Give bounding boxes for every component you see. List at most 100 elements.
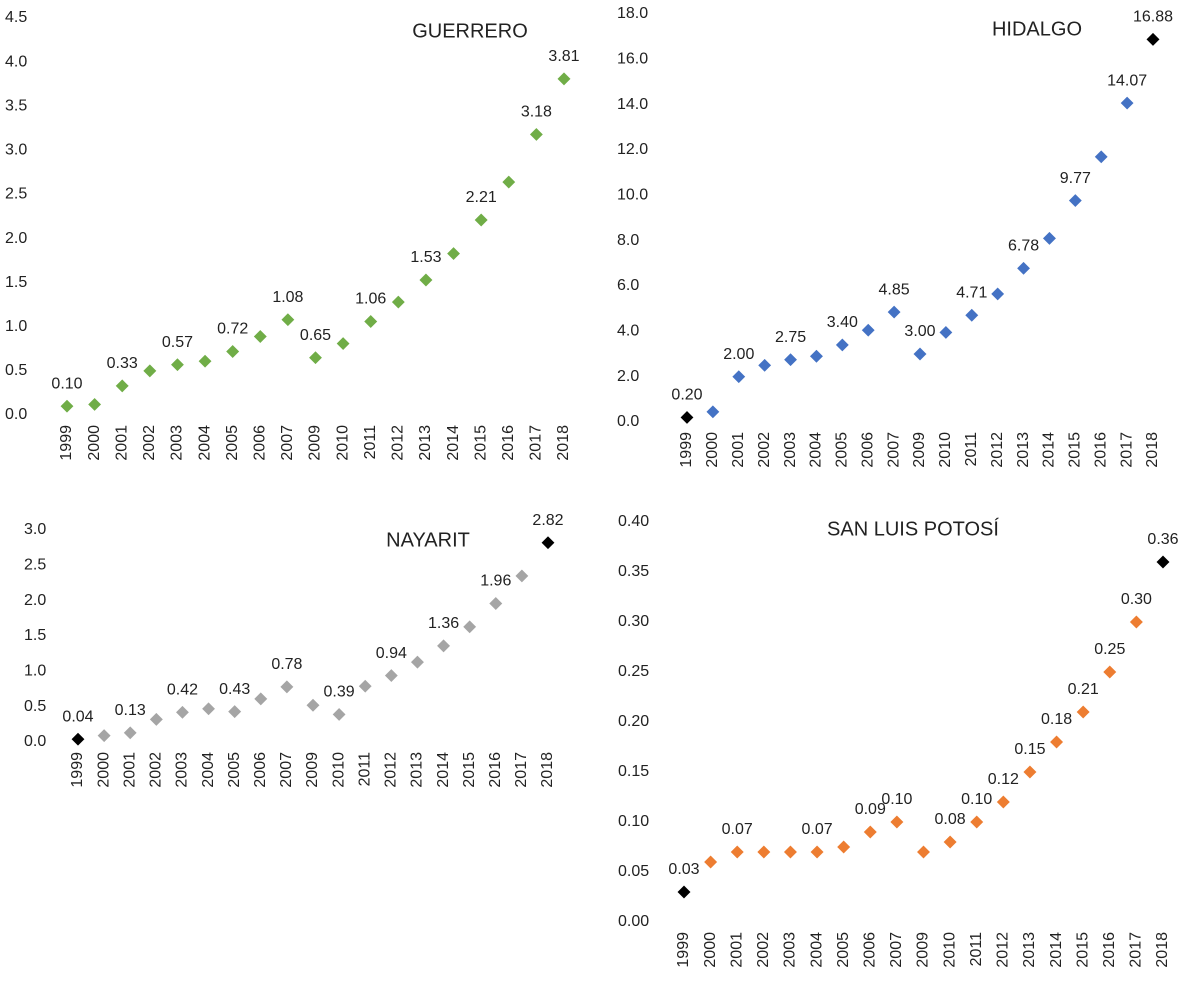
- y-tick-label: 16.0: [617, 51, 648, 68]
- chart-title: NAYARIT: [386, 529, 470, 551]
- data-label: 0.72: [217, 321, 248, 338]
- marker: [383, 668, 399, 684]
- y-tick-label: 0.00: [618, 913, 649, 930]
- x-tick-label: 2018: [539, 752, 556, 788]
- data-label: 4.71: [956, 284, 987, 301]
- x-tick-label: 2000: [702, 932, 719, 968]
- x-tick-label: 2007: [888, 932, 905, 968]
- x-tick-label: 2014: [435, 752, 452, 788]
- marker: [679, 409, 695, 426]
- marker: [915, 844, 932, 860]
- data-label: 2.00: [723, 346, 754, 363]
- x-tick-label: 2005: [224, 425, 241, 461]
- x-tick-label: 2002: [148, 752, 165, 788]
- x-tick-label: 2017: [1128, 932, 1145, 968]
- data-label: 0.10: [881, 791, 912, 808]
- x-tick-label: 2000: [704, 432, 721, 468]
- marker: [331, 706, 347, 723]
- y-tick-label: 0.0: [5, 406, 27, 423]
- data-label: 0.12: [988, 771, 1019, 788]
- marker: [462, 619, 478, 635]
- marker: [995, 794, 1011, 810]
- y-tick-label: 18.0: [617, 5, 648, 22]
- x-tick-label: 2010: [941, 932, 958, 968]
- data-label: 3.00: [904, 323, 935, 340]
- x-tick-label: 2014: [1048, 932, 1065, 968]
- x-tick-label: 2012: [383, 752, 400, 788]
- y-tick-label: 1.5: [5, 274, 27, 291]
- marker: [70, 731, 86, 747]
- marker: [357, 678, 373, 694]
- x-tick-label: 2002: [756, 432, 773, 468]
- y-tick-label: 0.20: [618, 713, 649, 730]
- marker: [942, 834, 958, 850]
- data-label: 0.42: [167, 682, 198, 699]
- x-tick-label: 2016: [1092, 432, 1109, 468]
- marker: [514, 568, 530, 584]
- marker: [148, 711, 164, 727]
- y-tick-label: 4.0: [5, 53, 27, 70]
- data-label: 0.39: [324, 684, 355, 701]
- x-tick-label: 1999: [678, 432, 695, 468]
- data-label: 0.33: [107, 355, 138, 372]
- y-tick-label: 2.0: [617, 368, 639, 385]
- chart-title: HIDALGO: [992, 18, 1082, 40]
- x-tick-label: 2003: [174, 752, 191, 788]
- data-label: 0.10: [51, 375, 82, 392]
- marker: [705, 404, 721, 420]
- data-label: 0.07: [722, 821, 753, 838]
- x-tick-label: 1999: [69, 752, 86, 788]
- data-label: 1.96: [480, 573, 511, 590]
- marker: [969, 814, 985, 830]
- marker: [335, 335, 351, 352]
- marker: [886, 304, 902, 320]
- x-tick-label: 2016: [1101, 932, 1118, 968]
- y-tick-label: 0.05: [618, 863, 649, 880]
- marker: [938, 324, 954, 341]
- x-tick-label: 2011: [963, 432, 980, 467]
- x-tick-label: 2002: [755, 932, 772, 968]
- x-tick-label: 2001: [113, 425, 130, 461]
- y-tick-label: 0.0: [24, 733, 46, 750]
- x-tick-label: 2005: [834, 432, 851, 468]
- y-tick-label: 0.5: [5, 362, 27, 379]
- data-label: 0.10: [961, 791, 992, 808]
- data-label: 0.94: [376, 645, 407, 662]
- marker: [729, 844, 745, 860]
- data-label: 16.88: [1133, 9, 1173, 26]
- marker: [280, 312, 296, 328]
- marker: [307, 350, 324, 366]
- y-tick-label: 0.35: [618, 563, 649, 580]
- x-tick-label: 2013: [417, 425, 434, 461]
- marker: [889, 814, 905, 830]
- data-label: 0.21: [1068, 681, 1099, 698]
- marker: [488, 595, 504, 612]
- x-tick-label: 2006: [861, 932, 878, 968]
- marker: [912, 346, 928, 362]
- x-tick-label: 2007: [279, 425, 296, 461]
- data-label: 0.30: [1121, 591, 1152, 608]
- data-label: 0.09: [855, 801, 886, 818]
- x-tick-label: 2005: [835, 932, 852, 968]
- marker: [501, 174, 517, 190]
- marker: [757, 357, 773, 373]
- x-tick-label: 2015: [461, 752, 478, 788]
- y-tick-label: 1.5: [24, 627, 46, 644]
- marker: [1048, 734, 1065, 750]
- data-label: 1.08: [272, 289, 303, 306]
- marker: [197, 353, 213, 369]
- y-tick-label: 0.5: [24, 698, 46, 715]
- marker: [556, 71, 572, 87]
- marker: [1015, 260, 1032, 276]
- marker: [409, 654, 426, 670]
- marker: [363, 313, 379, 330]
- x-tick-label: 2015: [1067, 432, 1084, 468]
- marker: [1093, 149, 1109, 165]
- marker: [528, 126, 544, 143]
- y-tick-label: 0.25: [618, 663, 649, 680]
- data-label: 3.40: [827, 314, 858, 331]
- x-tick-label: 2018: [1154, 932, 1171, 968]
- x-tick-label: 2009: [307, 425, 324, 461]
- marker: [174, 704, 191, 720]
- data-label: 0.57: [162, 334, 193, 351]
